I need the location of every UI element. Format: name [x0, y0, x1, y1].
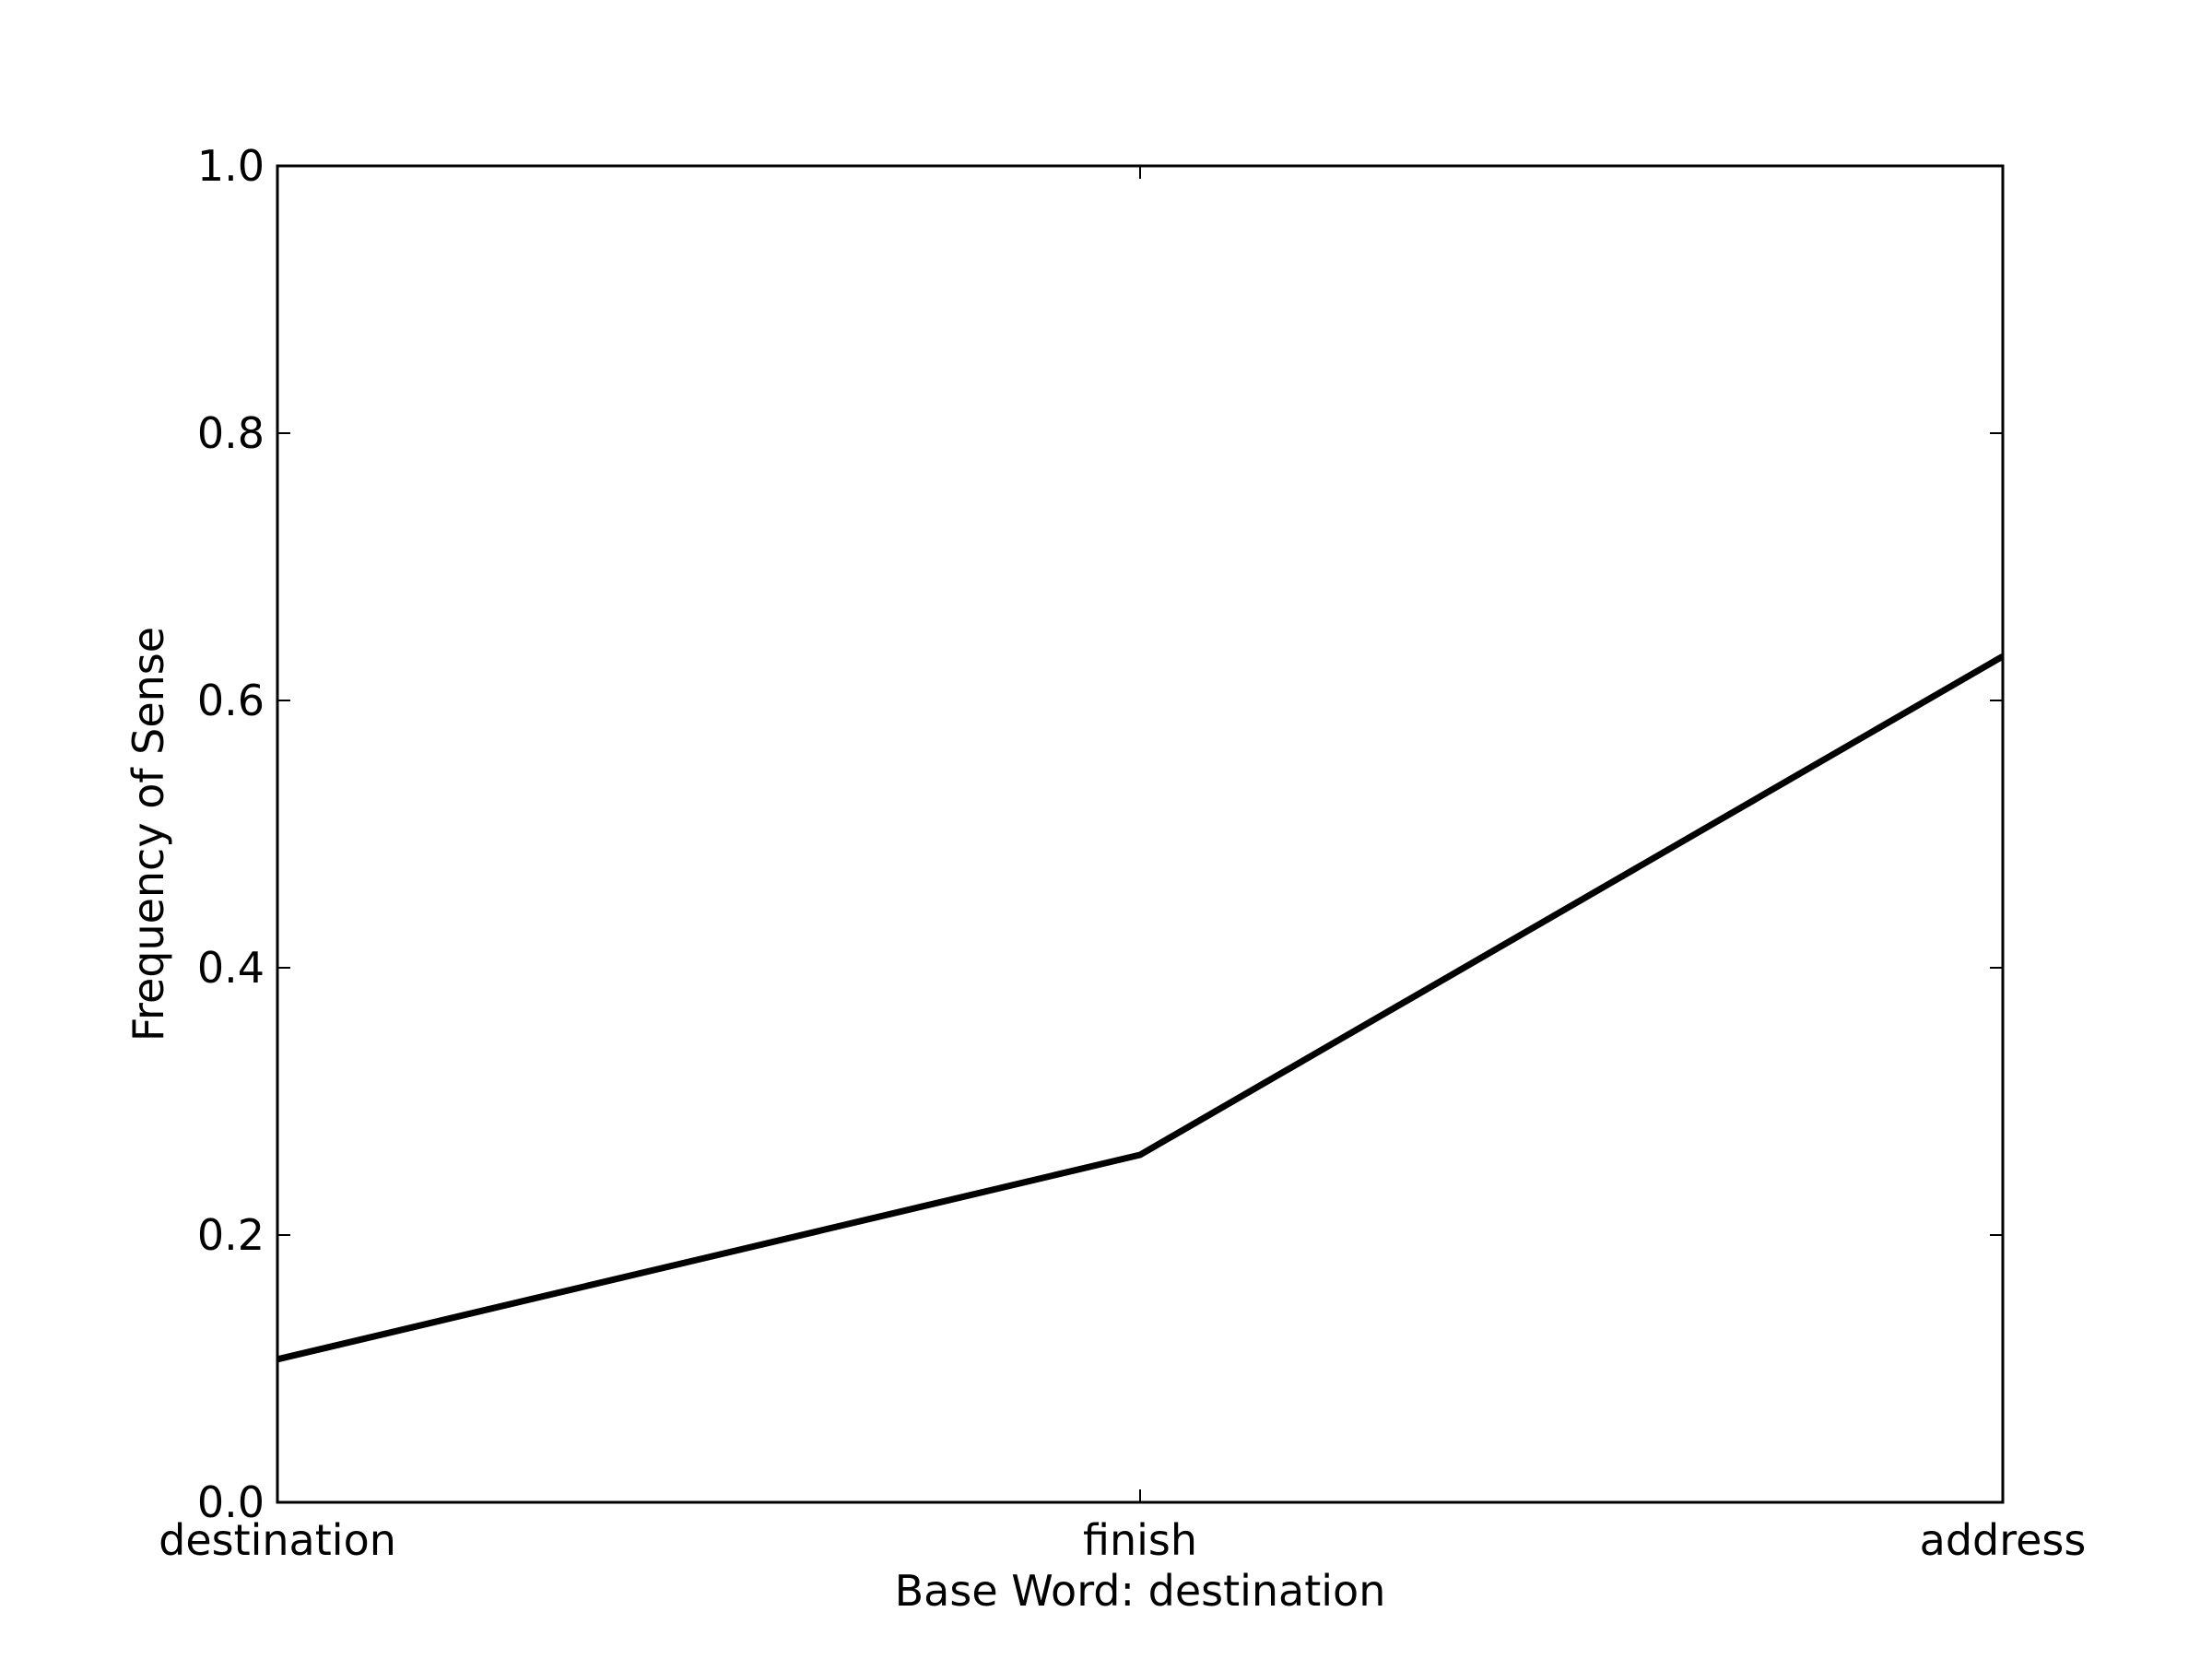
x-axis-ticks: destination finish address — [159, 166, 2086, 1565]
x-tick-label: address — [1920, 1515, 2087, 1565]
y-axis-label: Frequency of Sense — [124, 627, 173, 1041]
y-tick-label: 0.6 — [197, 676, 265, 725]
y-tick-label: 0.2 — [197, 1210, 265, 1260]
y-tick-label: 0.0 — [197, 1477, 265, 1527]
x-tick-label: destination — [159, 1515, 396, 1565]
y-tick-label: 0.8 — [197, 408, 265, 458]
plot-frame — [276, 164, 2005, 1504]
x-axis-label: Base Word: destination — [895, 1566, 1386, 1616]
data-point — [1139, 1154, 1141, 1156]
x-tick-label: finish — [1083, 1515, 1197, 1565]
plot-background — [277, 166, 2003, 1502]
y-tick-label: 1.0 — [197, 141, 265, 191]
y-tick-label: 0.4 — [197, 943, 265, 993]
y-axis-ticks: 0.0 0.2 0.4 0.6 0.8 1.0 — [197, 141, 2003, 1527]
